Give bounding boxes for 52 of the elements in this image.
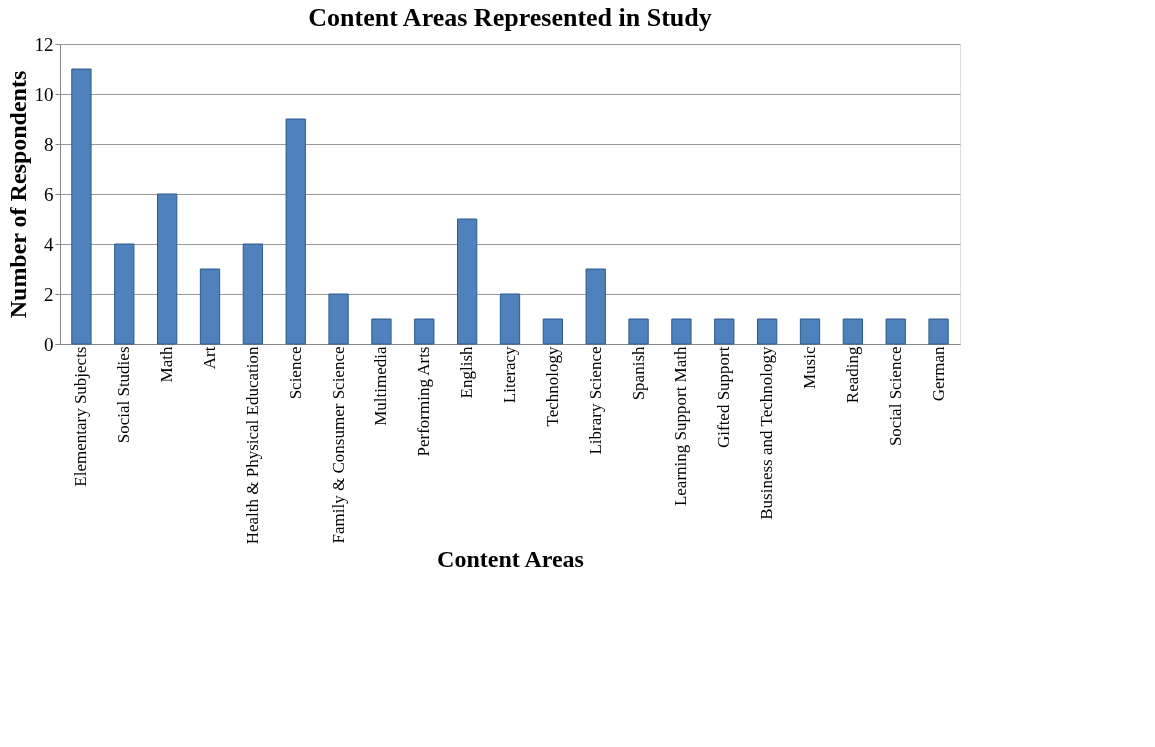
x-tick-label: Elementary Subjects <box>71 346 91 487</box>
x-tick-label: Learning Support Math <box>671 346 691 507</box>
bar <box>199 268 221 345</box>
bar <box>671 318 692 345</box>
x-tick-label: Music <box>800 346 819 389</box>
x-axis-title: Content Areas <box>437 546 584 573</box>
chart-title: Content Areas Represented in Study <box>308 3 712 32</box>
bar <box>757 318 778 345</box>
x-tick-label: Family & Consumer Science <box>328 346 348 544</box>
y-tick-label: 0 <box>44 333 54 355</box>
x-tick-label: Library Science <box>585 346 605 455</box>
x-tick-label: Reading <box>842 346 862 404</box>
x-tick-label: Math <box>157 346 177 383</box>
bar <box>928 318 949 345</box>
bar <box>371 318 392 345</box>
y-axis-title: Number of Respondents <box>4 70 31 319</box>
bar <box>328 293 349 345</box>
x-tick-label: Multimedia <box>371 346 391 426</box>
x-tick-label: Science <box>285 346 305 400</box>
x-tick-label: English <box>457 346 477 399</box>
y-tick-label: 6 <box>44 183 54 205</box>
y-tick-label: 12 <box>34 33 54 55</box>
y-tick-label: 4 <box>44 233 54 255</box>
x-tick-label: Business and Technology <box>757 346 777 520</box>
x-tick-label: Performing Arts <box>414 346 434 457</box>
y-tick-label: 8 <box>44 133 54 155</box>
bar <box>885 318 906 345</box>
bar <box>242 243 263 345</box>
bar <box>71 68 92 345</box>
x-tick-label: Health & Physical Education <box>242 346 262 545</box>
bar <box>799 318 821 345</box>
bar <box>157 193 178 345</box>
bar <box>285 118 306 345</box>
x-tick-label: Literacy <box>500 346 519 404</box>
x-tick-label: Social Science <box>885 346 905 447</box>
bar <box>114 243 135 345</box>
bar <box>457 218 478 345</box>
bar <box>628 318 649 345</box>
x-tick-label: Spanish <box>628 346 648 401</box>
bar <box>542 318 563 345</box>
bar <box>714 318 735 345</box>
x-tick-label: Gifted Support <box>714 346 734 449</box>
x-tick-label: Technology <box>542 346 562 427</box>
y-tick-label: 2 <box>44 283 54 305</box>
y-tick-label: 10 <box>34 83 54 105</box>
bar <box>842 318 863 345</box>
bar <box>499 293 521 345</box>
x-tick-label: Social Studies <box>114 346 134 444</box>
bar <box>585 268 606 345</box>
x-tick-label: German <box>928 346 948 402</box>
bar <box>414 318 435 345</box>
x-tick-label: Art <box>200 346 219 370</box>
